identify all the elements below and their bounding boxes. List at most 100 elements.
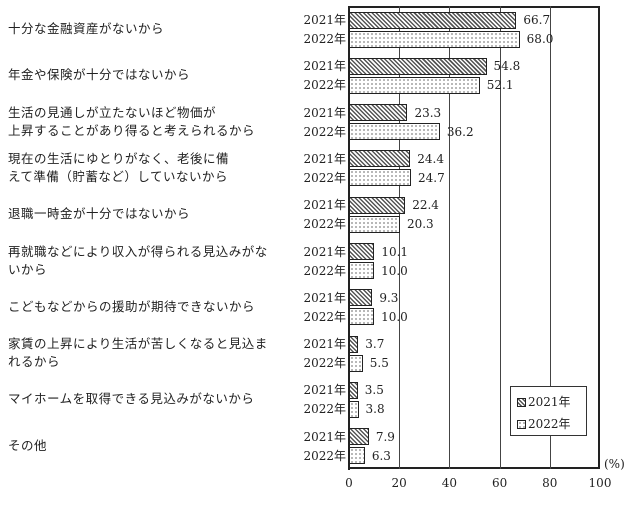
category-label: 十分な金融資産がないから [8,20,293,38]
value-label: 10.1 [381,244,409,259]
value-label: 52.1 [486,78,514,93]
category-label: 年金や保険が十分ではないから [8,66,293,84]
value-label: 10.0 [381,309,408,324]
bar-2021 [349,196,406,214]
series-year-label: 2021年 [303,105,346,120]
value-label: 3.7 [365,337,385,352]
category-label: マイホームを取得できる見込みがないから [8,390,293,408]
value-label: 6.3 [371,448,391,463]
bar-2022 [349,76,480,94]
value-label: 22.4 [412,198,439,213]
series-year-label: 2022年 [303,217,346,232]
category-label: こどもなどからの援助が期待できないから [8,298,293,316]
x-axis-unit: (%) [604,457,625,471]
category-label-line: いから [8,261,48,277]
category-label-line: 生活の見通しが立たないほど物価が [8,104,217,120]
series-year-label: 2021年 [303,151,346,166]
bar-2021 [349,428,369,446]
x-tick-label: 40 [441,476,458,490]
bar-2021 [349,57,487,75]
gridline [499,6,501,469]
category-label-line: 上昇することがあり得ると考えられるから [8,122,256,138]
category-label-line: こどもなどからの援助が期待できないから [8,298,256,314]
value-label: 7.9 [375,429,395,444]
series-year-label: 2022年 [303,448,346,463]
category-label-line: れるから [8,354,61,370]
series-year-label: 2022年 [303,356,346,371]
value-label: 24.4 [417,151,444,166]
y-axis-line [348,6,350,470]
x-tick-label: 60 [491,476,508,490]
series-year-label: 2021年 [303,13,346,27]
bar-2022 [349,308,375,326]
x-tick-label: 80 [542,476,558,490]
series-year-label: 2022年 [303,32,346,46]
value-label: 3.8 [365,402,385,417]
series-year-label: 2021年 [303,429,346,444]
category-label: その他 [8,437,293,455]
series-year-label: 2022年 [303,170,346,185]
value-label: 3.5 [364,383,384,398]
series-year-label: 2022年 [303,402,346,417]
x-tick-label: 0 [345,476,353,490]
value-label: 20.3 [406,217,434,232]
category-label: 退職一時金が十分ではないから [8,205,293,223]
category-label: 生活の見通しが立たないほど物価が上昇することがあり得ると考えられるから [8,104,293,140]
bar-2022 [349,215,400,233]
series-year-label: 2022年 [303,78,346,93]
bar-2021 [349,289,373,307]
series-year-label: 2022年 [303,263,346,278]
category-label-line: 現在の生活にゆとりがなく、老後に備 [8,150,230,166]
series-year-label: 2021年 [303,290,346,305]
category-label-line: 十分な金融資産がないから [8,21,165,36]
bar-2021 [349,104,408,122]
category-label: 現在の生活にゆとりがなく、老後に備 えて準備（貯蓄など）していないから [8,150,293,186]
series-year-label: 2022年 [303,309,346,324]
category-label-line: えて準備（貯蓄など）していないから [8,168,229,184]
category-label-line: 年金や保険が十分ではないから [8,67,191,83]
gridline [549,6,551,469]
bar-2022 [349,169,411,187]
dots-swatch-icon [517,419,526,429]
value-label: 5.5 [369,356,389,371]
category-label-line: 家賃の上昇により生活が苦しくなると見込ま [8,336,268,352]
value-label: 36.2 [446,124,474,139]
value-label: 9.3 [379,290,399,305]
bar-2022 [349,354,363,372]
hatch-swatch-icon [517,397,526,407]
bar-2021 [349,11,517,29]
series-year-label: 2021年 [303,244,346,259]
plot-frame [349,6,600,469]
x-tick-label: 20 [391,476,407,490]
value-label: 54.8 [493,59,521,74]
category-label-line: その他 [8,437,48,453]
bar-2022 [349,447,365,465]
bar-2021 [349,243,375,260]
value-label: 68.0 [526,32,554,46]
category-label: 家賃の上昇により生活が苦しくなると見込ま れるから [8,335,293,371]
value-label: 66.7 [523,13,551,27]
legend-label: 2021年 [528,395,571,409]
category-label-line: 再就職などにより収入が得られる見込みがな [8,243,268,259]
legend: 2021年 2022年 [510,386,587,436]
x-tick-label: 100 [588,476,612,490]
category-label: 再就職などにより収入が得られる見込みがな いから [8,243,293,279]
series-year-label: 2021年 [303,198,346,213]
category-label-line: 退職一時金が十分ではないから [8,206,191,222]
bar-2022 [349,30,520,48]
gridline [449,6,451,469]
bar-2022 [349,400,359,418]
legend-item-2022: 2022年 [517,417,571,431]
legend-label: 2022年 [528,417,571,431]
bar-2022 [349,262,375,279]
value-label: 10.0 [381,263,408,278]
series-year-label: 2021年 [303,383,346,398]
bar-2022 [349,123,440,141]
series-year-label: 2021年 [303,337,346,352]
bar-2021 [349,150,411,168]
value-label: 24.7 [417,170,445,185]
bar-2021 [349,381,358,399]
category-label-line: マイホームを取得できる見込みがないから [8,391,255,407]
bar-2021 [349,335,359,353]
gridline [399,6,401,469]
